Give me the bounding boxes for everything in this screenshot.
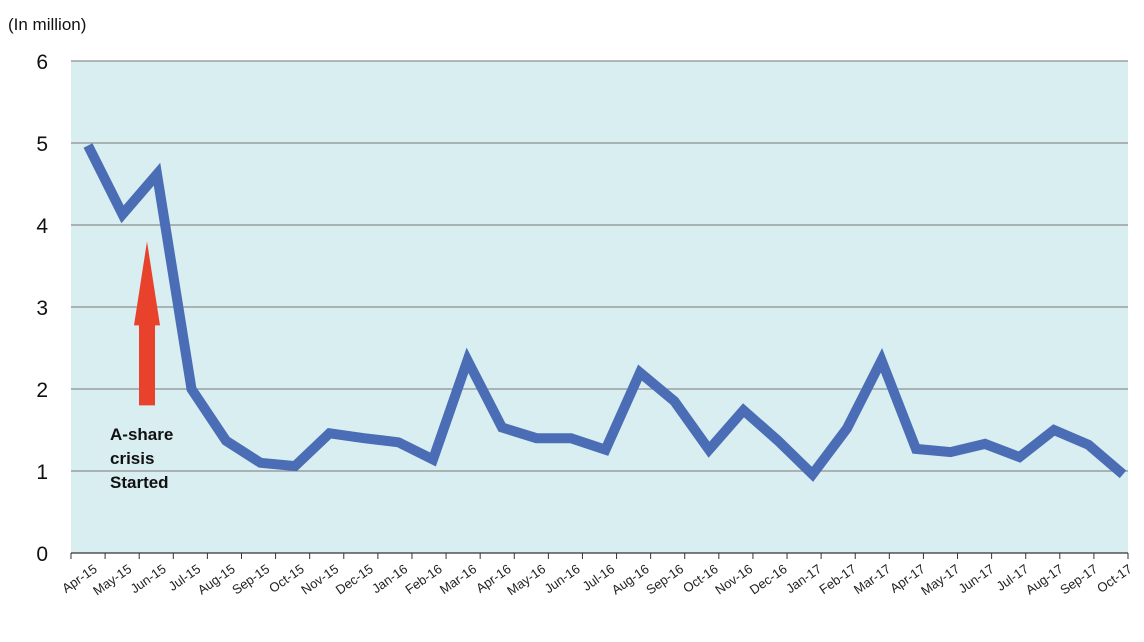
y-tick-label: 4 [36, 215, 48, 238]
x-tick-label: Jan-16 [369, 561, 410, 596]
x-tick-label: Jan-17 [783, 561, 824, 596]
up-arrow-icon [134, 241, 160, 406]
x-tick-label: Feb-16 [402, 561, 444, 597]
y-axis-ticks: 0 1 2 3 4 5 6 [36, 51, 48, 566]
crisis-annotation: A-share crisis Started [110, 241, 173, 492]
x-tick-label: Jun-15 [128, 561, 169, 596]
x-axis: Apr-15May-15Jun-15Jul-15Aug-15Sep-15Oct-… [59, 552, 1135, 598]
x-tick-label: Feb-17 [816, 561, 858, 597]
x-tick-label: Oct-16 [680, 561, 721, 596]
x-tick-label: Mar-17 [851, 561, 893, 597]
x-tick-label: May-17 [918, 561, 962, 598]
x-tick-label: Jun-16 [542, 561, 583, 596]
y-tick-label: 3 [36, 297, 48, 320]
x-tick-label: Sep-16 [643, 561, 686, 597]
x-tick-label: Sep-17 [1057, 561, 1100, 597]
x-tick-label: Dec-16 [747, 561, 790, 597]
x-tick-label: Sep-15 [229, 561, 272, 597]
x-tick-label: May-15 [90, 561, 134, 598]
y-tick-label: 1 [36, 461, 48, 484]
series-line [83, 143, 1127, 482]
x-tick-label: Jun-17 [956, 561, 997, 596]
x-tick-label: Aug-17 [1023, 561, 1066, 597]
x-tick-label: Aug-16 [609, 561, 652, 597]
annotation-line-3: Started [110, 473, 169, 492]
x-tick-label: Oct-17 [1094, 561, 1135, 596]
annotation-line-2: crisis [110, 449, 154, 468]
x-tick-label: May-16 [504, 561, 548, 598]
x-tick-label: Nov-16 [712, 561, 755, 597]
x-tick-label: Aug-15 [195, 561, 238, 597]
x-tick-label: Dec-15 [333, 561, 376, 597]
y-tick-label: 6 [36, 51, 48, 74]
y-tick-label: 2 [36, 379, 48, 402]
y-axis-unit-label: (In million) [8, 15, 86, 34]
annotation-line-1: A-share [110, 425, 173, 444]
series-layer [83, 143, 1127, 482]
x-tick-label: Oct-15 [266, 561, 307, 596]
y-tick-label: 5 [36, 133, 48, 156]
y-tick-label: 0 [36, 543, 48, 566]
x-tick-label: Nov-15 [298, 561, 341, 597]
gridlines [71, 60, 1128, 472]
x-tick-label: Mar-16 [437, 561, 479, 597]
